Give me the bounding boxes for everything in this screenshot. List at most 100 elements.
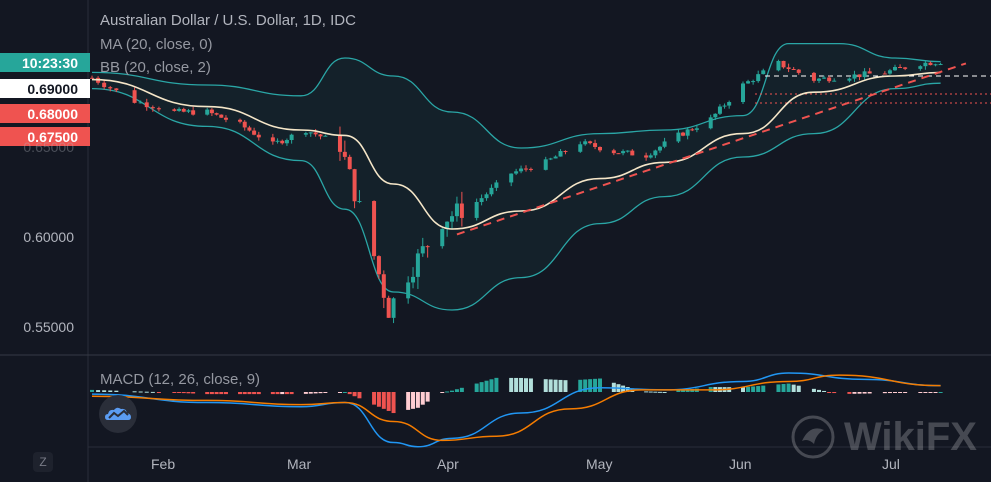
candle-body [578, 144, 583, 152]
candle-body [598, 146, 602, 151]
candle-body [411, 276, 416, 283]
macd-histogram-bar [425, 392, 430, 402]
candle-body [811, 72, 816, 81]
candle-body [583, 141, 588, 145]
candle-body [621, 151, 626, 154]
candle-body [756, 74, 761, 82]
x-tick-label: May [586, 456, 613, 472]
candle-body [256, 134, 261, 138]
candle-body [132, 90, 137, 103]
candle-body [425, 246, 430, 248]
candle-body [867, 71, 872, 74]
macd-line [91, 372, 941, 448]
candle-body [611, 150, 616, 154]
macd-histogram-bar [832, 392, 837, 394]
timezone-button[interactable]: Z [33, 452, 53, 472]
macd-histogram-bar [381, 392, 386, 409]
cloud-icon [105, 407, 131, 420]
macd-histogram-bar [741, 387, 745, 392]
macd-histogram-bar [827, 392, 832, 393]
candle-body [776, 60, 781, 71]
tradingview-logo[interactable] [99, 395, 137, 433]
candle-body [177, 108, 182, 111]
macd-histogram-bar [280, 392, 285, 395]
candle-body [681, 132, 686, 136]
macd-histogram-bar [509, 377, 514, 392]
candle-body [887, 70, 892, 74]
candle-body [391, 298, 396, 318]
macd-histogram-bar [284, 392, 289, 395]
macd-histogram-bar [553, 379, 558, 392]
macd-signal-line [91, 374, 941, 442]
bollinger-band-fill [92, 43, 941, 310]
wikifx-logo-icon [791, 415, 835, 459]
candle-body [588, 141, 593, 144]
candle-body [150, 107, 155, 109]
macd-histogram-bar [593, 378, 598, 392]
macd-histogram-bar [791, 384, 796, 392]
x-tick-label: Jul [882, 456, 900, 472]
macd-histogram-bar [347, 392, 352, 395]
macd-histogram-bar [191, 392, 196, 394]
candle-body [114, 88, 119, 91]
macd-legend: MACD (12, 26, close, 9) [100, 371, 261, 388]
candle-body [484, 194, 489, 199]
candle-body [238, 119, 243, 122]
candle-body [270, 137, 275, 142]
candle-body [713, 113, 718, 118]
candle-body [852, 74, 857, 79]
macd-histogram-bar [238, 392, 243, 395]
candle-body [450, 216, 454, 222]
candle-body [415, 253, 420, 277]
macd-histogram-bar [289, 392, 294, 395]
candle-body [727, 102, 732, 106]
candle-body [847, 78, 852, 81]
candle-body [223, 117, 228, 120]
macd-histogram-bar [494, 377, 499, 392]
macd-histogram-bar [933, 392, 938, 393]
candle-body [648, 155, 653, 158]
candle-body [252, 130, 257, 135]
macd-histogram-bar [144, 391, 149, 393]
ma-legend: MA (20, close, 0) [100, 36, 213, 53]
candle-body [662, 141, 667, 147]
macd-histogram-bar [484, 380, 489, 392]
candle-body [381, 274, 386, 298]
candle-body [509, 173, 514, 183]
macd-histogram-bar [108, 390, 113, 392]
candle-body [186, 110, 191, 112]
candle-body [372, 201, 377, 257]
macd-histogram-bar [625, 387, 630, 392]
candle-body [543, 159, 548, 170]
bollinger-lower-line [91, 82, 941, 311]
candle-body [514, 171, 519, 174]
x-tick-label: Feb [151, 456, 176, 472]
macd-histogram-bar [811, 388, 816, 392]
candle-body [323, 135, 328, 137]
macd-histogram-bar [247, 392, 252, 395]
macd-histogram-bar [420, 392, 425, 405]
candle-body [489, 187, 494, 195]
price-tag-0675: 0.67500 [0, 127, 90, 146]
macd-histogram-bar [786, 383, 791, 392]
clock-price-tag: 10:23:30 [0, 53, 90, 72]
macd-histogram-bar [817, 389, 821, 392]
macd-histogram-bar [308, 392, 313, 394]
macd-histogram-bar [386, 392, 391, 411]
macd-histogram-bar [676, 390, 681, 392]
macd-histogram-bar [822, 390, 827, 392]
macd-histogram-bar [96, 390, 101, 392]
candle-body [903, 67, 908, 69]
candle-body [857, 74, 862, 78]
macd-histogram-bar [882, 392, 887, 394]
candle-body [337, 135, 342, 152]
candle-body [882, 73, 887, 75]
candle-body [827, 77, 832, 82]
macd-histogram-bar [489, 379, 494, 392]
macd-histogram-bar [923, 392, 928, 393]
y-tick-label: 0.65000 [23, 139, 74, 155]
candle-body [144, 102, 149, 108]
macd-histogram-bar [454, 389, 459, 392]
candle-body [741, 83, 745, 103]
